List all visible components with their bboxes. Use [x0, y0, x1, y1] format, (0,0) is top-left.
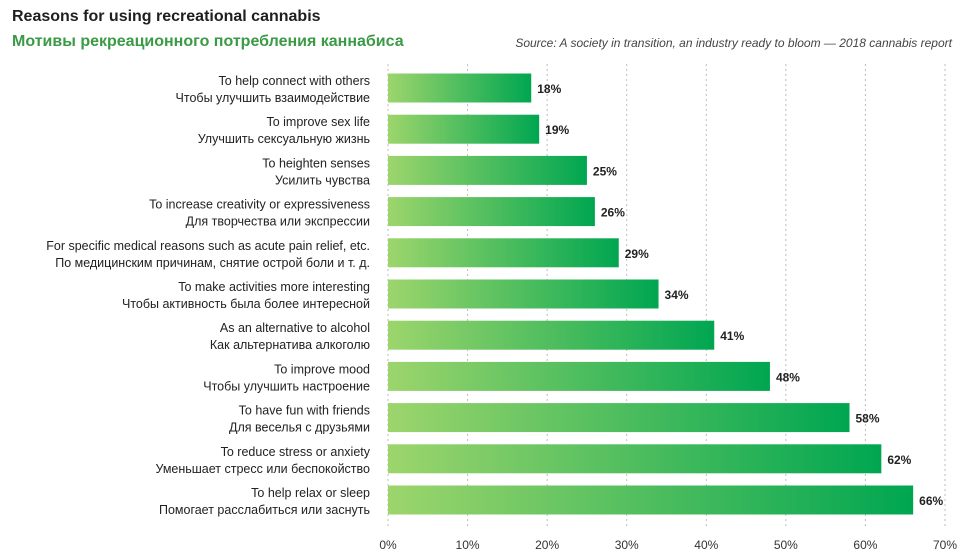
x-tick-label: 30%: [615, 538, 639, 552]
bar-value-label: 66%: [919, 494, 943, 508]
category-label-ru: Чтобы улучшить взаимодействие: [176, 91, 371, 105]
source-note: Source: A society in transition, an indu…: [515, 36, 952, 50]
category-label-ru: Для веселья с друзьями: [229, 421, 370, 435]
category-label-en: To improve mood: [274, 362, 370, 376]
bar: [388, 197, 595, 227]
category-label-en: To heighten senses: [262, 156, 370, 170]
category-label-en: For specific medical reasons such as acu…: [46, 239, 370, 253]
category-label-ru: Помогает расслабиться или заснуть: [159, 503, 370, 517]
category-label-ru: Улучшить сексуальную жизнь: [198, 132, 370, 146]
chart-title: Reasons for using recreational cannabis: [12, 8, 321, 25]
bar: [388, 279, 659, 309]
bar: [388, 114, 540, 144]
x-tick-label: 50%: [774, 538, 798, 552]
bar-value-label: 19%: [545, 123, 569, 137]
chart-subtitle: Мотивы рекреационного потребления каннаб…: [12, 33, 404, 50]
bar: [388, 361, 770, 391]
x-tick-label: 0%: [379, 538, 397, 552]
category-label-ru: По медицинским причинам, снятие острой б…: [55, 256, 370, 270]
bar-value-label: 18%: [537, 82, 561, 96]
bar-value-label: 34%: [665, 288, 689, 302]
x-tick-label: 40%: [694, 538, 718, 552]
category-label-ru: Чтобы активность была более интересной: [122, 297, 370, 311]
bar: [388, 73, 532, 103]
category-label-en: To improve sex life: [266, 115, 370, 129]
category-label-en: To have fun with friends: [239, 404, 370, 418]
bar: [388, 403, 850, 433]
category-label-en: To increase creativity or expressiveness: [149, 198, 370, 212]
category-label-en: To help relax or sleep: [251, 486, 370, 500]
category-label-ru: Как альтернатива алкоголю: [210, 338, 370, 352]
bar: [388, 320, 715, 350]
bar-value-label: 62%: [887, 453, 911, 467]
category-label-en: To make activities more interesting: [178, 280, 370, 294]
bar-value-label: 41%: [720, 329, 744, 343]
bar-value-label: 29%: [625, 247, 649, 261]
x-tick-label: 20%: [535, 538, 559, 552]
category-label-ru: Усилить чувства: [275, 173, 370, 187]
bar: [388, 155, 587, 185]
x-tick-label: 60%: [853, 538, 877, 552]
category-label-ru: Для творчества или экспрессии: [186, 215, 370, 229]
bar-value-label: 26%: [601, 206, 625, 220]
bar: [388, 444, 882, 474]
category-label-en: As an alternative to alcohol: [220, 321, 370, 335]
x-tick-label: 70%: [933, 538, 957, 552]
category-label-ru: Уменьшает стресс или беспокойство: [155, 462, 370, 476]
category-label-en: To reduce stress or anxiety: [221, 445, 371, 459]
bar-value-label: 58%: [856, 412, 880, 426]
category-label-en: To help connect with others: [219, 74, 370, 88]
category-label-ru: Чтобы улучшить настроение: [203, 379, 370, 393]
bar-value-label: 48%: [776, 370, 800, 384]
bar: [388, 485, 914, 515]
bar-value-label: 25%: [593, 164, 617, 178]
x-tick-label: 10%: [456, 538, 480, 552]
bar: [388, 238, 619, 268]
